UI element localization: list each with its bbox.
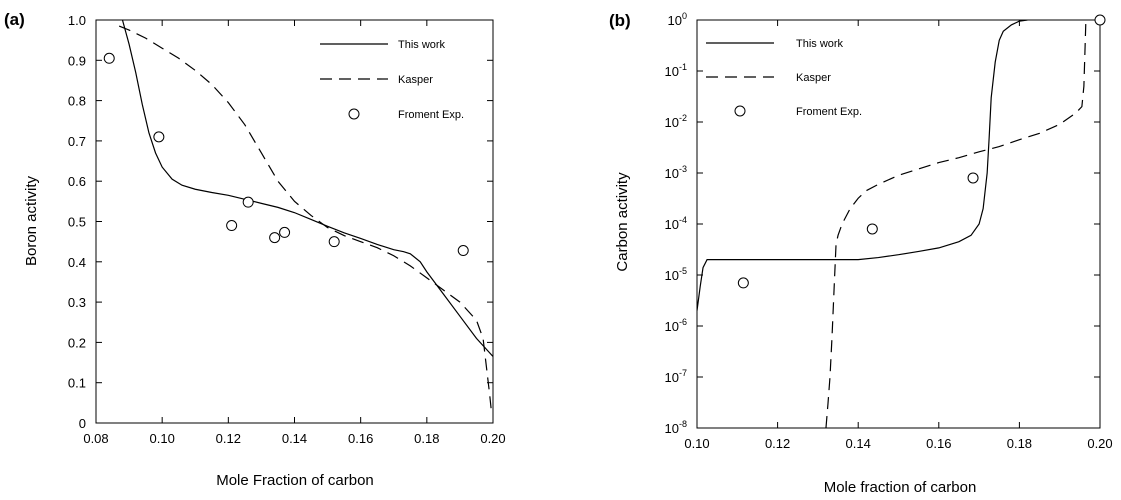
panel-a-froment-exp-point (328, 236, 340, 248)
panel-b-froment-exp-point (866, 223, 878, 235)
panel-b-y-tick-label: 10-2 (665, 113, 687, 130)
panel-b-x-tick-label: 0.18 (1007, 436, 1032, 451)
panel-b-legend-froment-exp-swatch (734, 105, 746, 117)
panel-b-series (697, 14, 1106, 428)
panel-b-froment-exp-point (1094, 14, 1106, 26)
panel-a-y-axis-label: Boron activity (23, 175, 40, 266)
panel-a-y-tick-label: 0.5 (68, 215, 86, 230)
panel-b-y-tick-label: 10-7 (665, 368, 687, 385)
panel-b-x-tick-label: 0.14 (846, 436, 871, 451)
panel-b-carbon-activity-chart: (b) 0.10 0.12 0.14 0.16 0.18 0.20 10-810-710-… (609, 11, 1113, 496)
panel-a-froment-exp-point (242, 196, 254, 208)
panel-a-label: (a) (4, 10, 25, 29)
panel-a-x-tick-label: 0.12 (216, 431, 241, 446)
panel-b-froment-exp-point (737, 277, 749, 289)
panel-a-plot-frame (95, 19, 494, 424)
panel-a-y-tick-label: 0.7 (68, 134, 86, 149)
panel-a-y-tick-label: 0.8 (68, 94, 86, 109)
panel-b-x-axis-label: Mole fraction of carbon (824, 479, 977, 496)
panel-b-y-tick-label: 10-3 (665, 164, 687, 181)
panel-b-y-tick-label: 100 (668, 11, 687, 28)
panel-a-y-tick-label: 0.6 (68, 174, 86, 189)
panel-a-series (103, 20, 493, 411)
panel-a-kasper-line (118, 25, 492, 411)
panel-b-y-tick-label: 10-1 (665, 62, 687, 79)
panel-b-froment-exp-point (967, 172, 979, 184)
panel-a-y-tick-label: 0.3 (68, 295, 86, 310)
panel-a-froment-exp-point (269, 232, 281, 244)
panel-a-boron-activity-chart: (a) 0.08 0.10 0.12 0.14 0.16 0.18 0.20 0 0.1 0.2… (4, 10, 506, 489)
panel-b-x-tick-label: 0.12 (765, 436, 790, 451)
panel-b-y-tick-label: 10-4 (665, 215, 687, 232)
panel-b-legend-this-work-label: This work (796, 38, 844, 50)
panel-a-x-axis-label: Mole Fraction of carbon (216, 472, 374, 489)
panel-a-froment-exp-point (279, 226, 291, 238)
panel-a-froment-exp-point (103, 52, 115, 64)
panel-a-legend-this-work-label: This work (398, 39, 446, 51)
panel-a-froment-exp-point (457, 245, 469, 257)
panel-b-y-tick-label: 10-5 (665, 266, 687, 283)
panel-b-legend: This work Kasper Froment Exp. (706, 38, 862, 118)
panel-a-froment-exp-point (226, 220, 238, 232)
panel-a-x-tick-label: 0.18 (414, 431, 439, 446)
panel-b-x-tick-label: 0.20 (1087, 436, 1112, 451)
panel-b-kasper-line (825, 20, 1087, 428)
panel-b-y-tick-label: 10-6 (665, 317, 687, 334)
panel-b-legend-froment-exp-label: Froment Exp. (796, 106, 862, 118)
panel-a-y-tick-label: 0.9 (68, 53, 86, 68)
panel-a-x-tick-label: 0.16 (348, 431, 373, 446)
panel-a-x-tick-label: 0.10 (150, 431, 175, 446)
panel-a-x-tick-label: 0.20 (480, 431, 505, 446)
panel-b-x-tick-label: 0.10 (684, 436, 709, 451)
panel-a-x-tick-label: 0.08 (83, 431, 108, 446)
panel-a-y-tick-label: 0 (79, 416, 86, 431)
panel-a-this-work-line (121, 20, 493, 357)
panel-a-legend: This work Kasper Froment Exp. (320, 39, 464, 121)
panel-b-plot-frame (696, 19, 1101, 429)
panel-b-this-work-line (697, 20, 1028, 311)
panel-a-y-tick-label: 0.4 (68, 255, 86, 270)
panel-a-y-tick-label: 0.2 (68, 335, 86, 350)
panel-b-y-tick-label: 10-8 (665, 419, 687, 436)
panel-b-y-axis: 10-8 10-7 10-6 10-5 10-4 10-3 10-2 10-1 100 (665, 11, 1100, 436)
panel-b-x-tick-label: 0.16 (926, 436, 951, 451)
panel-a-x-axis: 0.08 0.10 0.12 0.14 0.16 0.18 0.20 (83, 20, 506, 446)
panel-a-froment-exp-point (153, 131, 165, 143)
panel-a-x-tick-label: 0.14 (282, 431, 307, 446)
panel-b-label: (b) (609, 11, 631, 30)
panel-b-y-axis-label: Carbon activity (614, 172, 631, 272)
panel-b-x-axis: 0.10 0.12 0.14 0.16 0.18 0.20 (684, 20, 1113, 451)
panel-a-y-axis: 0 0.1 0.2 0.3 0.4 0.5 0.6 0.7 0.8 0.9 1.0 (68, 13, 493, 431)
panel-a-y-tick-label: 0.1 (68, 376, 86, 391)
panel-a-legend-kasper-label: Kasper (398, 74, 433, 86)
panel-a-legend-froment-exp-label: Froment Exp. (398, 109, 464, 121)
panel-a-y-tick-label: 1.0 (68, 13, 86, 28)
panel-a-legend-froment-exp-swatch (348, 108, 360, 120)
panel-b-legend-kasper-label: Kasper (796, 72, 831, 84)
